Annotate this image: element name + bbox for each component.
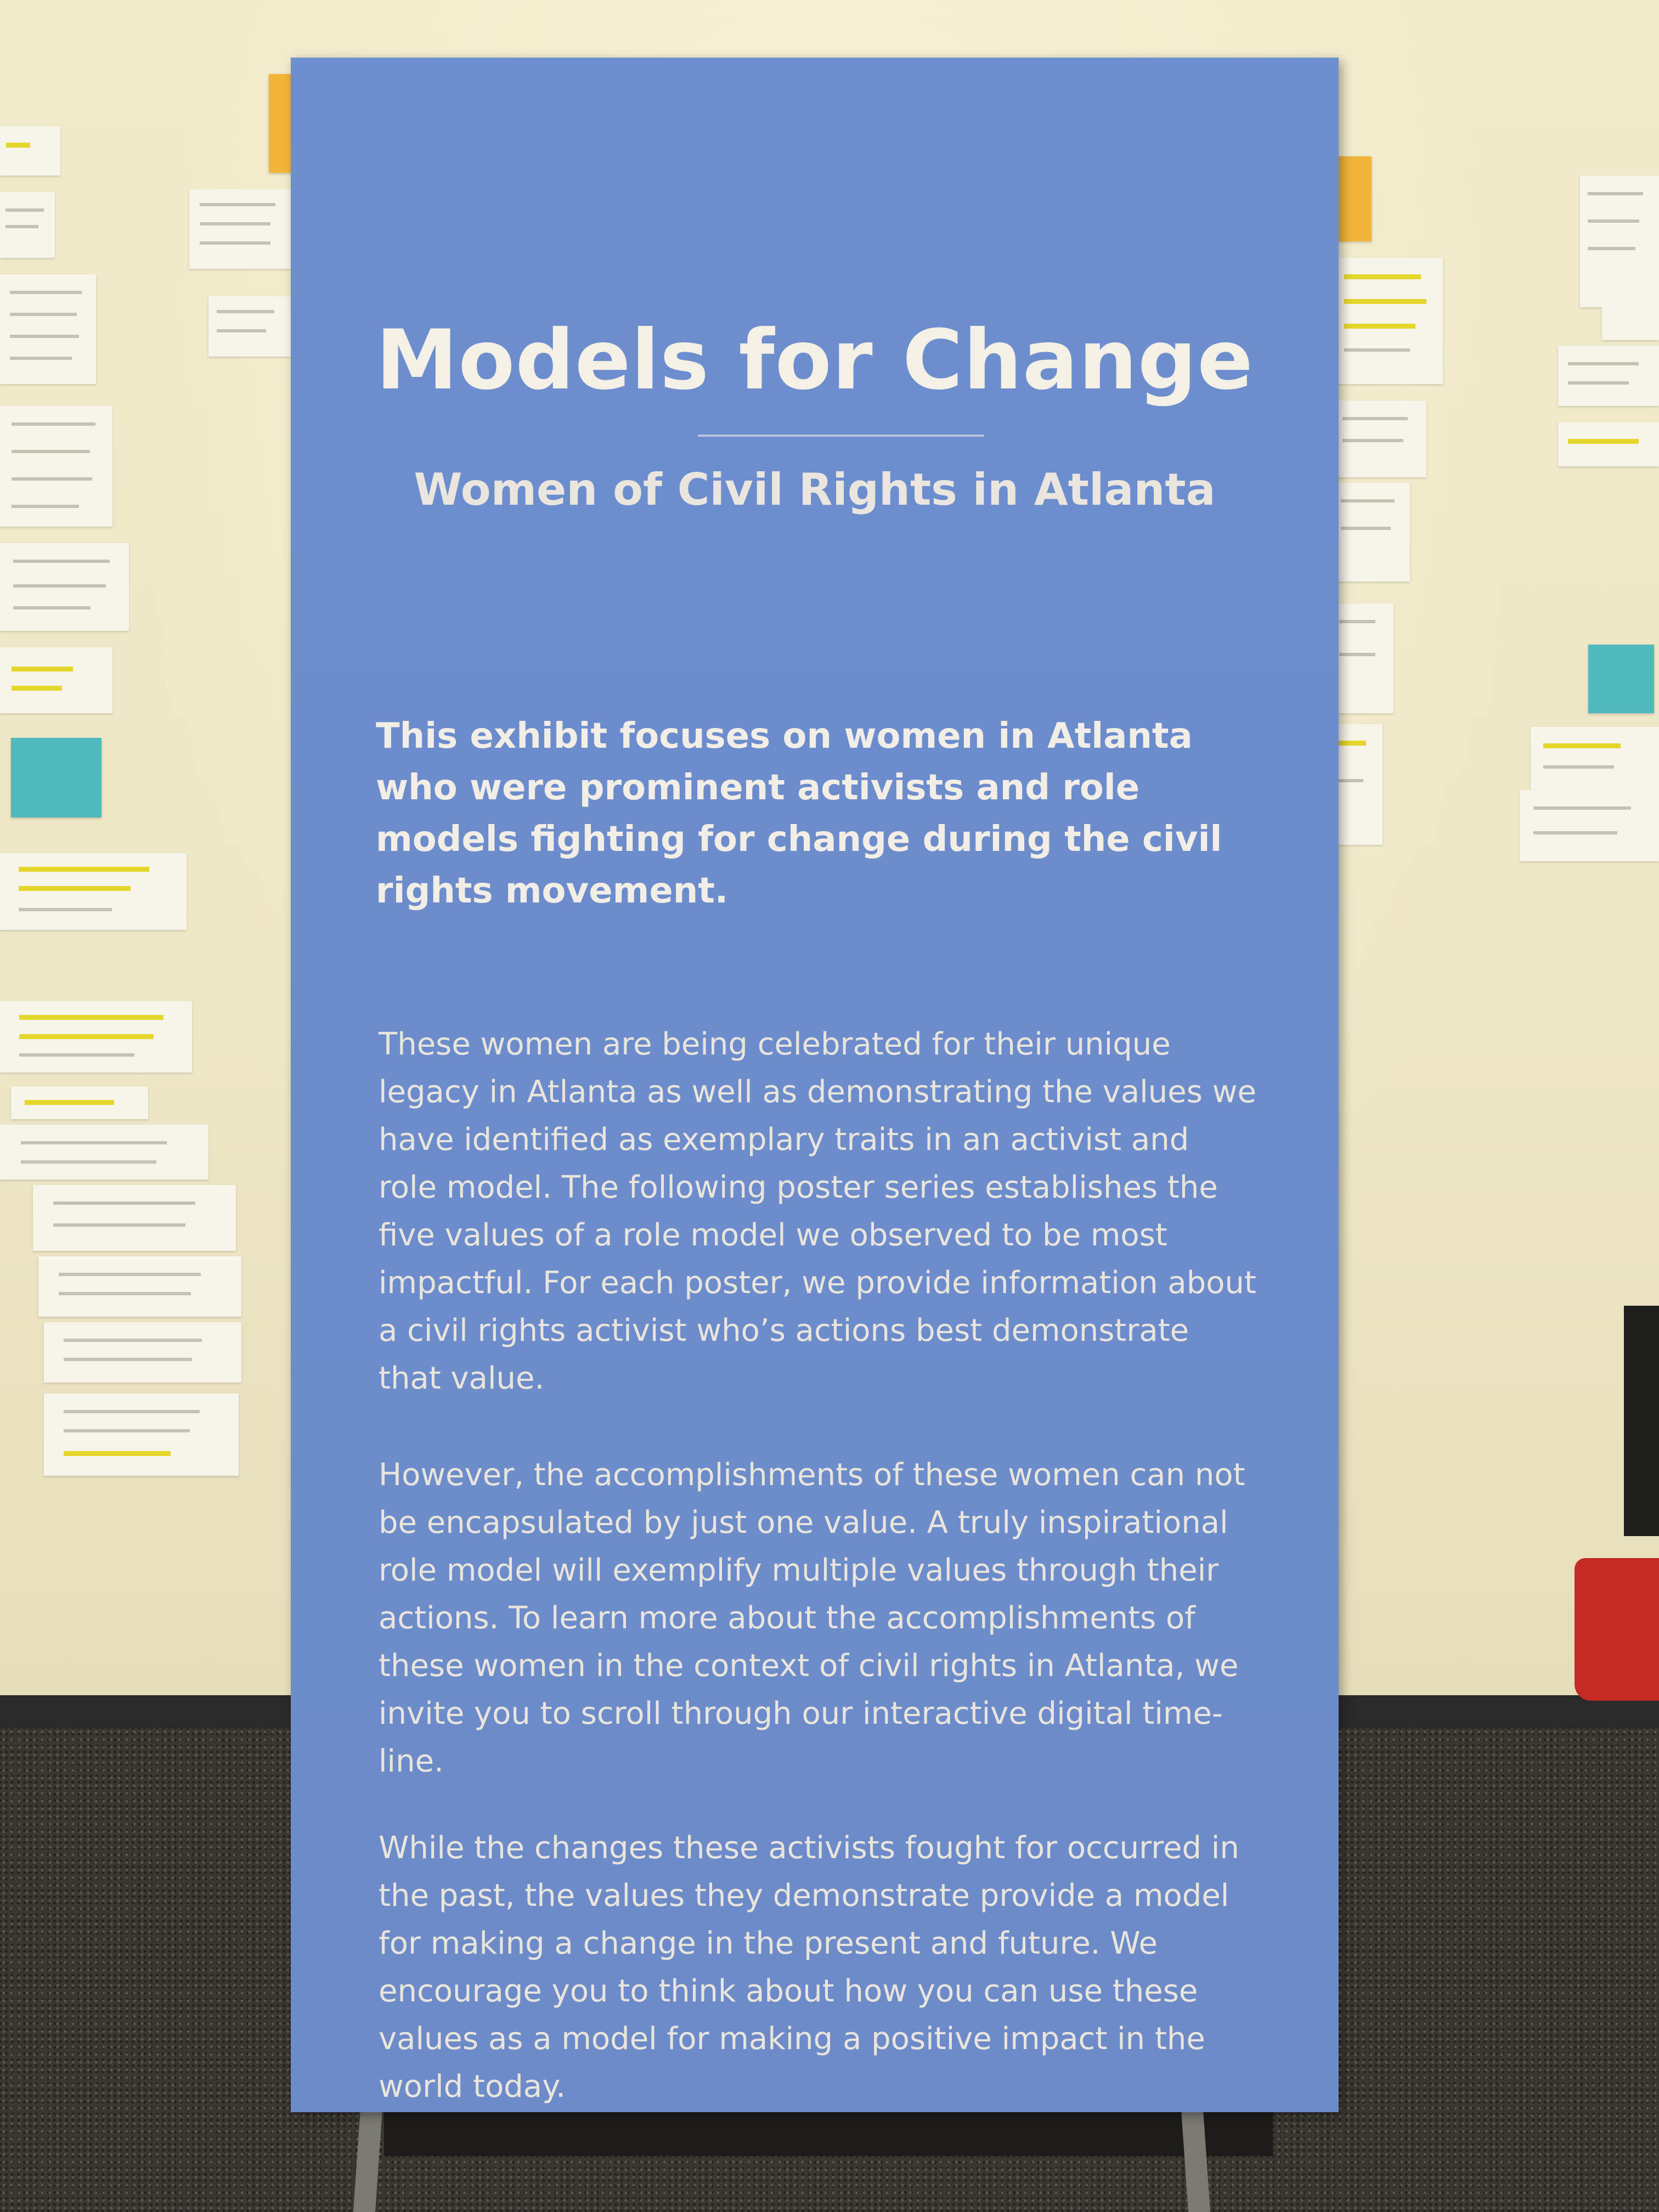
wall-note xyxy=(1558,422,1659,466)
wall-note xyxy=(208,296,291,357)
wall-note xyxy=(38,1256,241,1317)
poster-paragraph: While the changes these activists fought… xyxy=(379,1830,1239,2104)
wall-note xyxy=(0,1125,208,1180)
wall-note xyxy=(1333,603,1393,713)
wall-note xyxy=(1558,346,1659,406)
wall-note xyxy=(1333,258,1443,384)
poster-title: Models for Change xyxy=(376,313,1254,408)
wall-note xyxy=(44,1322,241,1383)
poster-lead-text: This exhibit focuses on women in Atlanta… xyxy=(376,716,1222,911)
wall-note xyxy=(1531,727,1659,793)
exhibit-poster: Models for Change Women of Civil Rights … xyxy=(291,58,1339,2112)
red-vacuum xyxy=(1575,1558,1659,1701)
wall-note xyxy=(0,853,187,930)
wall-note xyxy=(0,1001,192,1073)
easel-tray xyxy=(384,2112,1273,2156)
title-divider xyxy=(698,435,984,437)
wall-note xyxy=(1602,307,1659,340)
poster-subtitle: Women of Civil Rights in Atlanta xyxy=(414,464,1216,515)
wall-note xyxy=(189,189,291,269)
sticky-note-teal xyxy=(11,738,101,817)
wall-note xyxy=(1333,483,1410,582)
wall-note xyxy=(0,543,129,631)
wall-note xyxy=(0,406,112,527)
wall-note xyxy=(0,647,112,713)
wall-note xyxy=(1520,790,1659,861)
wall-note xyxy=(1580,176,1659,307)
wall-note xyxy=(33,1185,236,1251)
dark-object xyxy=(1624,1306,1659,1536)
wall-note xyxy=(44,1393,239,1476)
poster-paragraph: These women are being celebrated for the… xyxy=(379,1026,1256,1396)
wall-note xyxy=(1333,400,1426,477)
poster-paragraph: However, the accomplishments of these wo… xyxy=(379,1457,1245,1779)
wall-note xyxy=(11,1086,148,1119)
sticky-note-teal xyxy=(1588,645,1654,713)
wall-note xyxy=(0,274,96,384)
wall-note xyxy=(0,126,60,176)
wall-note xyxy=(0,192,55,258)
